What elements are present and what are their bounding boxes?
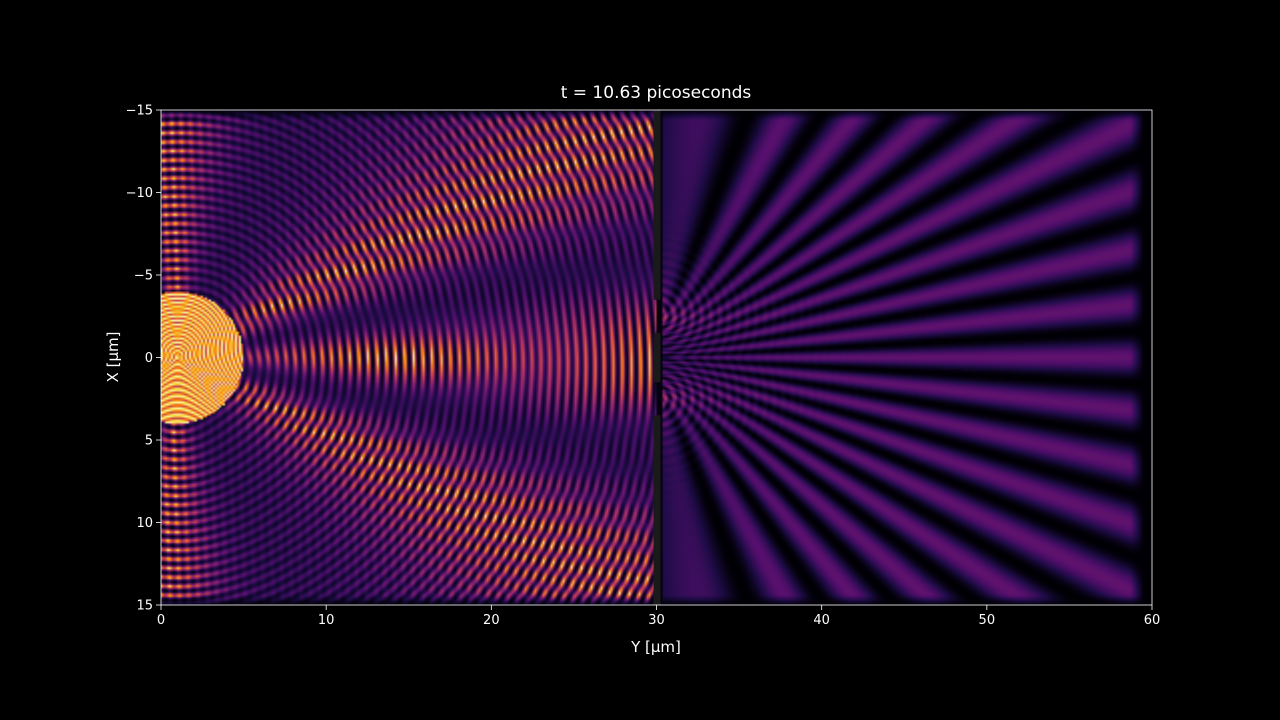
y-tick-label: −10 bbox=[126, 186, 153, 201]
chart-title: t = 10.63 picoseconds bbox=[561, 83, 752, 103]
x-tick-label: 0 bbox=[157, 613, 165, 628]
y-tick-label: 15 bbox=[136, 599, 153, 614]
x-tick-label: 20 bbox=[483, 613, 500, 628]
x-axis: 0 10 20 30 40 50 60 bbox=[157, 605, 1160, 628]
y-axis-label: X [µm] bbox=[104, 332, 122, 383]
x-axis-label: Y [µm] bbox=[630, 638, 681, 656]
plot-area bbox=[160, 109, 1153, 606]
barrier-segment bbox=[653, 110, 661, 300]
barrier-segment bbox=[653, 415, 661, 605]
double-slit-barrier bbox=[653, 110, 661, 605]
y-tick-label: 10 bbox=[136, 516, 153, 531]
y-tick-label: 5 bbox=[145, 434, 153, 449]
y-tick-label: −15 bbox=[126, 104, 153, 119]
x-tick-label: 30 bbox=[648, 613, 665, 628]
y-tick-label: 0 bbox=[145, 351, 153, 366]
x-tick-label: 60 bbox=[1144, 613, 1161, 628]
x-tick-label: 40 bbox=[813, 613, 830, 628]
x-tick-label: 10 bbox=[318, 613, 335, 628]
barrier-segment bbox=[653, 332, 661, 383]
x-tick-label: 50 bbox=[979, 613, 996, 628]
y-axis: −15 −10 −5 0 5 10 15 bbox=[126, 104, 161, 614]
y-tick-label: −5 bbox=[134, 269, 153, 284]
